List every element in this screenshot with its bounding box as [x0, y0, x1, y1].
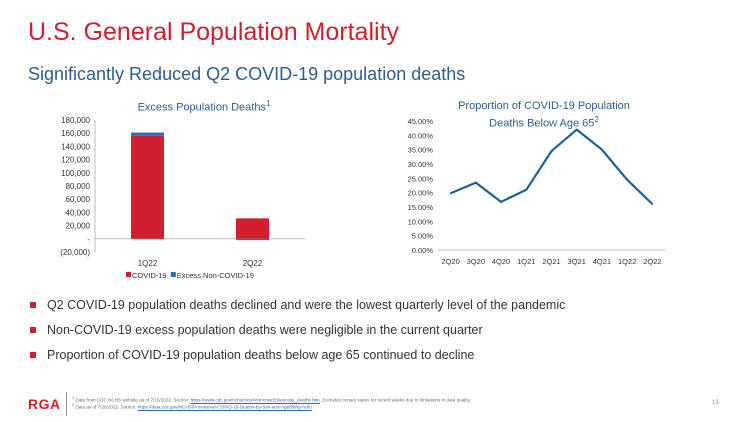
bullet-text: Non-COVID-19 excess population deaths we… [47, 323, 483, 337]
bar-y-tick-label: 40,000 [66, 208, 91, 217]
bar-covid-2Q22 [236, 218, 269, 239]
line-y-tick-label: 45.00% [408, 117, 434, 126]
slide-subtitle: Significantly Reduced Q2 COVID-19 popula… [28, 64, 466, 84]
bar-non-covid-2Q22 [236, 238, 269, 241]
legend-swatch-non-covid [170, 272, 176, 277]
line-point-3Q20 [475, 181, 477, 184]
footnote-1-prefix: Data from CDC NCHS website as of 7/15/20… [75, 397, 191, 403]
bullet-marker [30, 327, 36, 333]
line-x-tick-label: 2Q22 [643, 257, 661, 266]
bar-y-tick-label: 180,000 [61, 116, 90, 125]
footer-divider [66, 392, 67, 416]
bullet-marker [30, 352, 36, 358]
footnote-2-number: 2 [72, 403, 75, 407]
line-x-tick-label: 2Q20 [441, 257, 459, 266]
bar-chart-title-text: Excess Population Deaths [137, 101, 266, 114]
line-point-3Q21 [575, 128, 578, 131]
bar-y-tick-label: (20,000) [60, 248, 90, 257]
line-x-tick-label: 2Q21 [542, 257, 560, 266]
bar-y-tick-label: 20,000 [66, 222, 91, 231]
footnote-1-number: 1 [72, 396, 75, 400]
footnote-2: 2 Data as of 7/20/2022. Source: https://… [72, 403, 312, 410]
bar-chart-title: Excess Population Deaths1 [104, 97, 304, 115]
line-y-tick-label: 10.00% [408, 217, 434, 226]
line-point-4Q20 [500, 201, 502, 203]
footnote-1-link[interactable]: https://www.cdc.gov/nchs/nvss/vsrr/covid… [190, 397, 320, 403]
bar-x-tick-label: 2Q22 [243, 259, 263, 268]
line-point-1Q21 [525, 189, 528, 191]
bullet-text: Proportion of COVID-19 population deaths… [47, 348, 475, 362]
line-point-2Q20 [449, 192, 452, 195]
page-number: 13 [712, 400, 719, 406]
line-y-tick-label: 35.00% [408, 146, 434, 155]
line-x-tick-label: 1Q21 [517, 257, 535, 266]
line-x-tick-label: 4Q20 [492, 257, 510, 266]
bar-y-tick-label: 80,000 [66, 182, 91, 191]
legend-label-covid: COVID-19 [132, 271, 167, 280]
line-y-tick-label: 20.00% [408, 189, 434, 198]
bullet-item: Proportion of COVID-19 population deaths… [30, 347, 565, 372]
line-chart-title: Proportion of COVID-19 Population Deaths… [434, 100, 654, 131]
bar-y-tick-label: 140,000 [61, 142, 90, 151]
footer: RGA 1 Data from CDC NCHS website as of 7… [0, 390, 742, 422]
bar-y-tick-label: 60,000 [66, 195, 91, 204]
bullet-text: Q2 COVID-19 population deaths declined a… [47, 298, 566, 312]
line-y-tick-label: 5.00% [412, 232, 434, 241]
line-y-tick-label: 30.00% [408, 160, 434, 169]
line-point-2Q21 [550, 150, 553, 152]
bar-non-covid-1Q22 [131, 132, 164, 136]
line-series-covid-below-65 [450, 128, 654, 205]
footnote-1-suffix: . Excludes certain states for recent wee… [319, 397, 471, 403]
line-y-tick-label: 40.00% [408, 131, 434, 140]
footnote-2-prefix: Data as of 7/20/2022. Source: [75, 404, 138, 410]
line-chart-title-line2-text: Deaths Below Age 65 [489, 117, 595, 130]
line-point-4Q21 [601, 148, 603, 151]
line-point-1Q22 [626, 178, 628, 181]
line-y-tick-label: 25.00% [408, 174, 434, 183]
bar-y-tick-label: 100,000 [61, 169, 90, 178]
line-x-tick-label: 3Q20 [467, 257, 485, 266]
slide-title: U.S. General Population Mortality [28, 18, 400, 46]
bullet-item: Q2 COVID-19 population deaths declined a… [30, 297, 565, 322]
rga-logo: RGA [28, 396, 61, 412]
line-y-tick-label: 15.00% [408, 203, 434, 212]
bullet-marker [30, 302, 36, 308]
line-y-tick-label: 0.00% [412, 246, 434, 255]
bar-y-tick-label: - [87, 235, 90, 244]
footnote-2-link[interactable]: https://data.cdc.gov/NCHS/Provisional-CO… [137, 404, 312, 410]
footnote-1: 1 Data from CDC NCHS website as of 7/15/… [72, 396, 471, 403]
line-chart-title-line2: Deaths Below Age 652 [434, 113, 654, 131]
bullet-list: Q2 COVID-19 population deaths declined a… [30, 297, 565, 372]
legend-swatch-covid [126, 272, 131, 277]
bar-chart-title-sup: 1 [265, 99, 271, 108]
line-x-tick-label: 3Q21 [568, 257, 586, 266]
bar-y-tick-label: 120,000 [61, 156, 90, 165]
bar-x-tick-label: 1Q22 [138, 259, 158, 268]
line-chart-title-line1: Proportion of COVID-19 Population [458, 100, 630, 112]
line-x-tick-label: 1Q22 [618, 257, 636, 266]
line-chart-title-sup: 2 [594, 115, 599, 124]
line-point-2Q22 [651, 203, 654, 205]
legend-label-non-covid: Excess Non-COVID-19 [177, 271, 254, 280]
bullet-item: Non-COVID-19 excess population deaths we… [30, 322, 565, 347]
bar-y-tick-label: 160,000 [61, 129, 90, 138]
line-x-tick-label: 4Q21 [593, 257, 611, 266]
bar-covid-1Q22 [131, 135, 164, 239]
